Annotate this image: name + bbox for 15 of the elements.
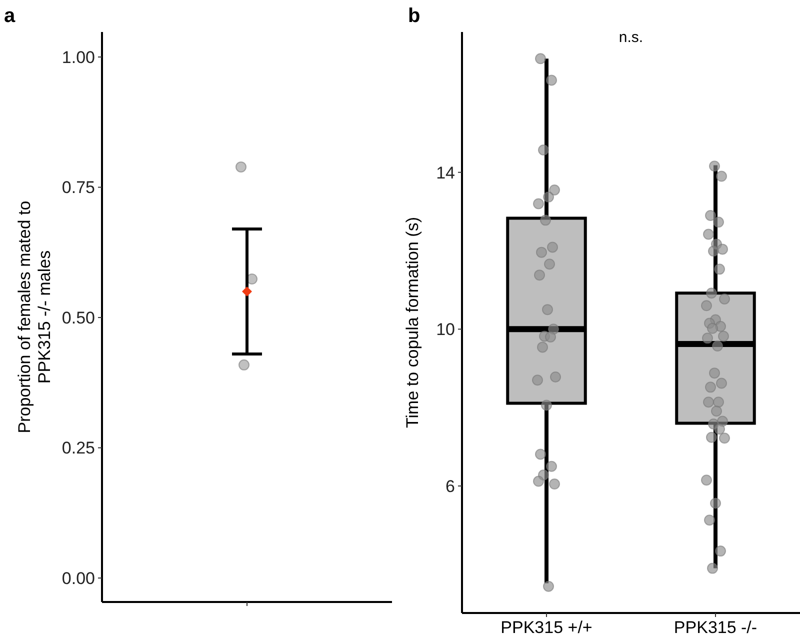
y-tick-label: 14 — [436, 163, 455, 182]
y-axis-title: Proportion of females mated to PPK315 -/- males — [15, 200, 54, 434]
y-tick-label: 0.50 — [62, 308, 95, 328]
y-tick-label: 10 — [436, 320, 455, 340]
x-tick-label: PPK315 -/- — [674, 618, 758, 636]
y-tick-label: 1.00 — [62, 48, 95, 67]
y-tick-label: 0.25 — [62, 438, 95, 458]
y-tick-label: 0.75 — [62, 178, 95, 198]
x-tick-label: PPK315 +/+ — [500, 618, 592, 636]
chart-title: b — [408, 5, 420, 27]
y-tick-label: 6 — [446, 476, 455, 496]
y-tick-label: 0.00 — [62, 568, 95, 588]
annotation: n.s. — [618, 29, 644, 46]
chart-title: a — [4, 5, 16, 27]
y-axis-title: Time to copula formation (s) — [403, 217, 422, 428]
